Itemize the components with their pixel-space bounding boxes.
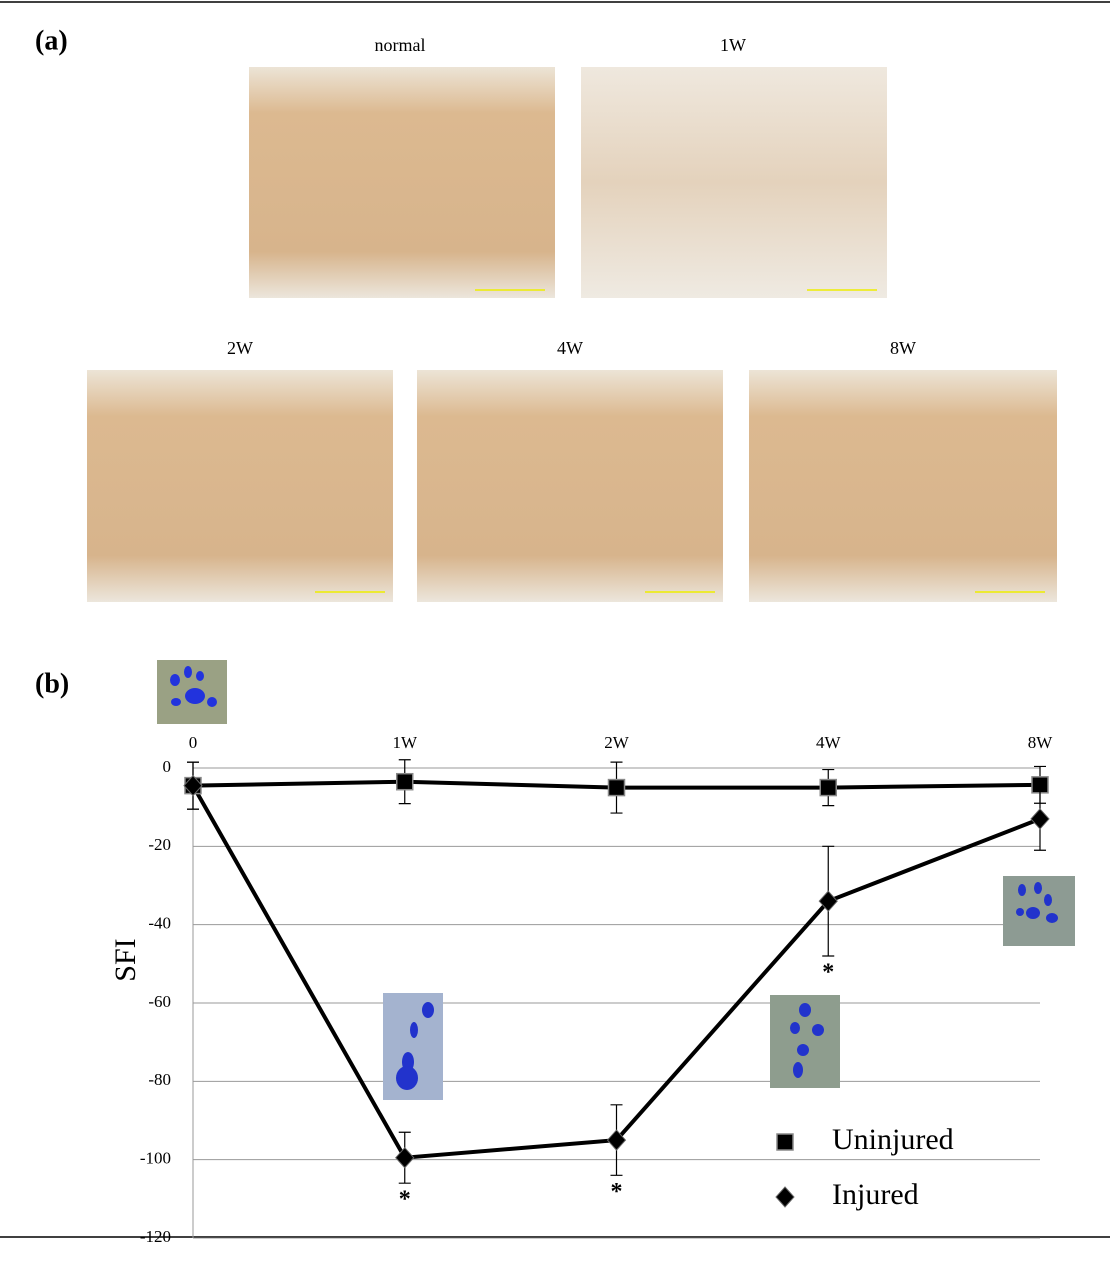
x-tick-label: 2W — [604, 733, 630, 752]
footprint-photo — [157, 660, 227, 724]
image-label: 8W — [890, 338, 916, 358]
y-tick-label: -100 — [140, 1149, 171, 1168]
series-line — [191, 784, 1041, 1160]
footprint-photo — [1003, 876, 1075, 946]
legend-entry: Injured — [775, 1178, 919, 1211]
marker — [1030, 808, 1050, 830]
significance-mark: * — [611, 1179, 623, 1205]
significance-mark: * — [399, 1187, 411, 1213]
marker — [776, 1133, 794, 1151]
x-tick-label: 8W — [1028, 733, 1054, 752]
significance-mark: * — [822, 960, 834, 986]
plot: 0 -20 -40 -60 -80 -100 -120 0 1W 2W 4W 8W * * * Uninjur… — [140, 733, 1053, 1246]
marker — [607, 778, 626, 797]
marker — [606, 1129, 627, 1151]
y-tick-label: -60 — [148, 992, 171, 1011]
y-tick-label: 0 — [163, 757, 172, 776]
image-label: 1W — [720, 35, 746, 55]
marker — [396, 772, 414, 791]
panel-label: (a) — [35, 25, 68, 56]
x-tick-label: 4W — [816, 733, 842, 752]
marker — [775, 1186, 795, 1208]
histology: normal 1W 2W 4W 8W — [87, 35, 1057, 602]
image-label: 2W — [227, 338, 253, 358]
image — [87, 370, 393, 602]
x-tick-label: 1W — [392, 733, 418, 752]
image — [749, 370, 1057, 602]
marker — [819, 778, 837, 797]
y-axis-label: SFI — [109, 938, 142, 981]
image — [417, 370, 723, 602]
x-tick-label: 0 — [189, 733, 198, 752]
image — [581, 67, 887, 298]
legend-label: Uninjured — [832, 1123, 954, 1156]
legend-label: Injured — [832, 1178, 919, 1211]
marker — [183, 774, 203, 797]
y-tick-label: -20 — [148, 835, 171, 854]
footprint-photo — [383, 993, 443, 1100]
panel-label: (b) — [35, 668, 69, 699]
y-tick-label: -80 — [148, 1070, 171, 1089]
marker — [395, 1146, 415, 1169]
marker — [818, 890, 838, 912]
image — [249, 67, 555, 298]
footprint-photo — [770, 995, 840, 1088]
legend-entry: Uninjured — [776, 1123, 954, 1156]
y-tick-label: -40 — [148, 914, 171, 933]
image-label: normal — [375, 35, 426, 55]
image-label: 4W — [557, 338, 583, 358]
footprints — [157, 660, 1075, 1100]
y-tick-label: -120 — [140, 1227, 171, 1246]
